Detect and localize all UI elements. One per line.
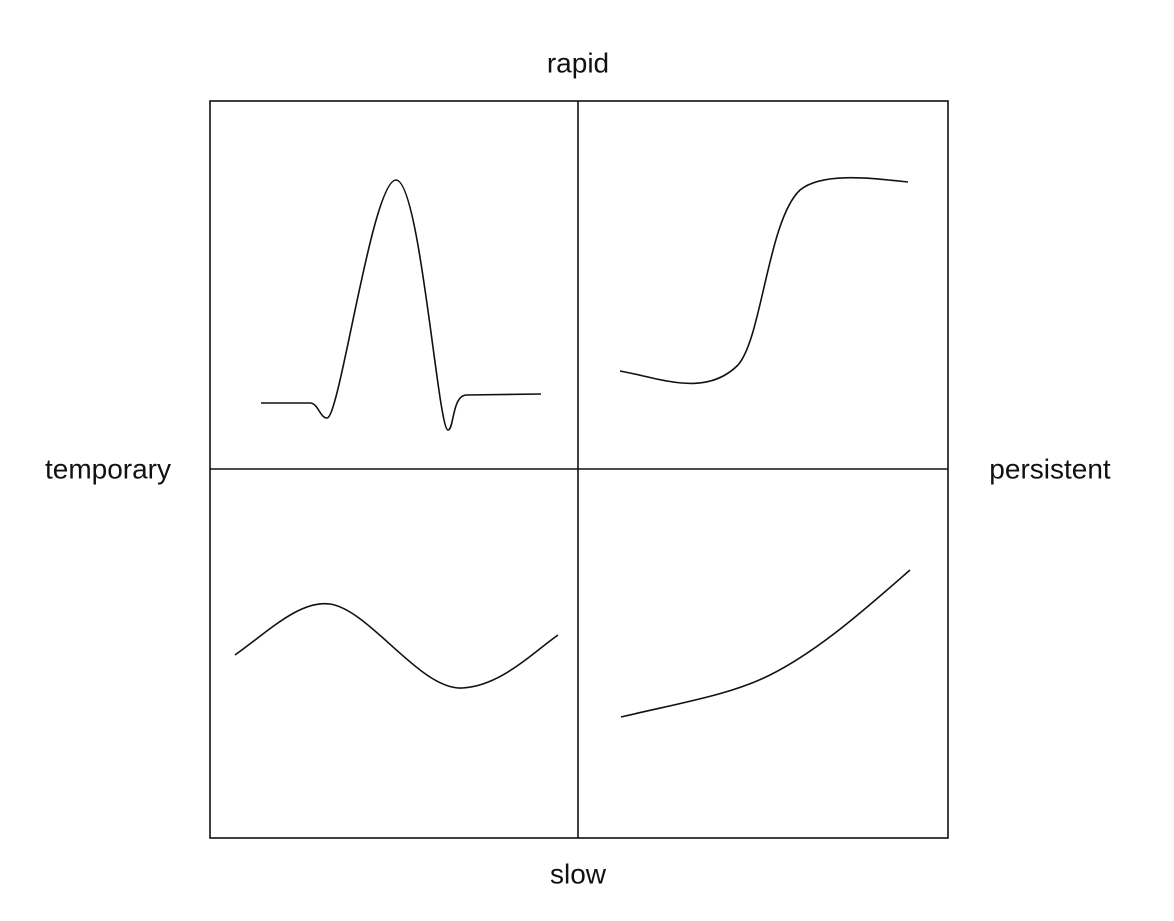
rapid-persistent-curve	[619, 176, 909, 385]
top-label: rapid	[547, 47, 609, 78]
right-label: persistent	[989, 453, 1111, 484]
rapid-temporary-curve	[261, 179, 542, 431]
left-label: temporary	[45, 453, 171, 484]
slow-persistent-curve	[620, 569, 911, 718]
bottom-label: slow	[550, 858, 607, 889]
slow-temporary-curve	[234, 602, 559, 689]
